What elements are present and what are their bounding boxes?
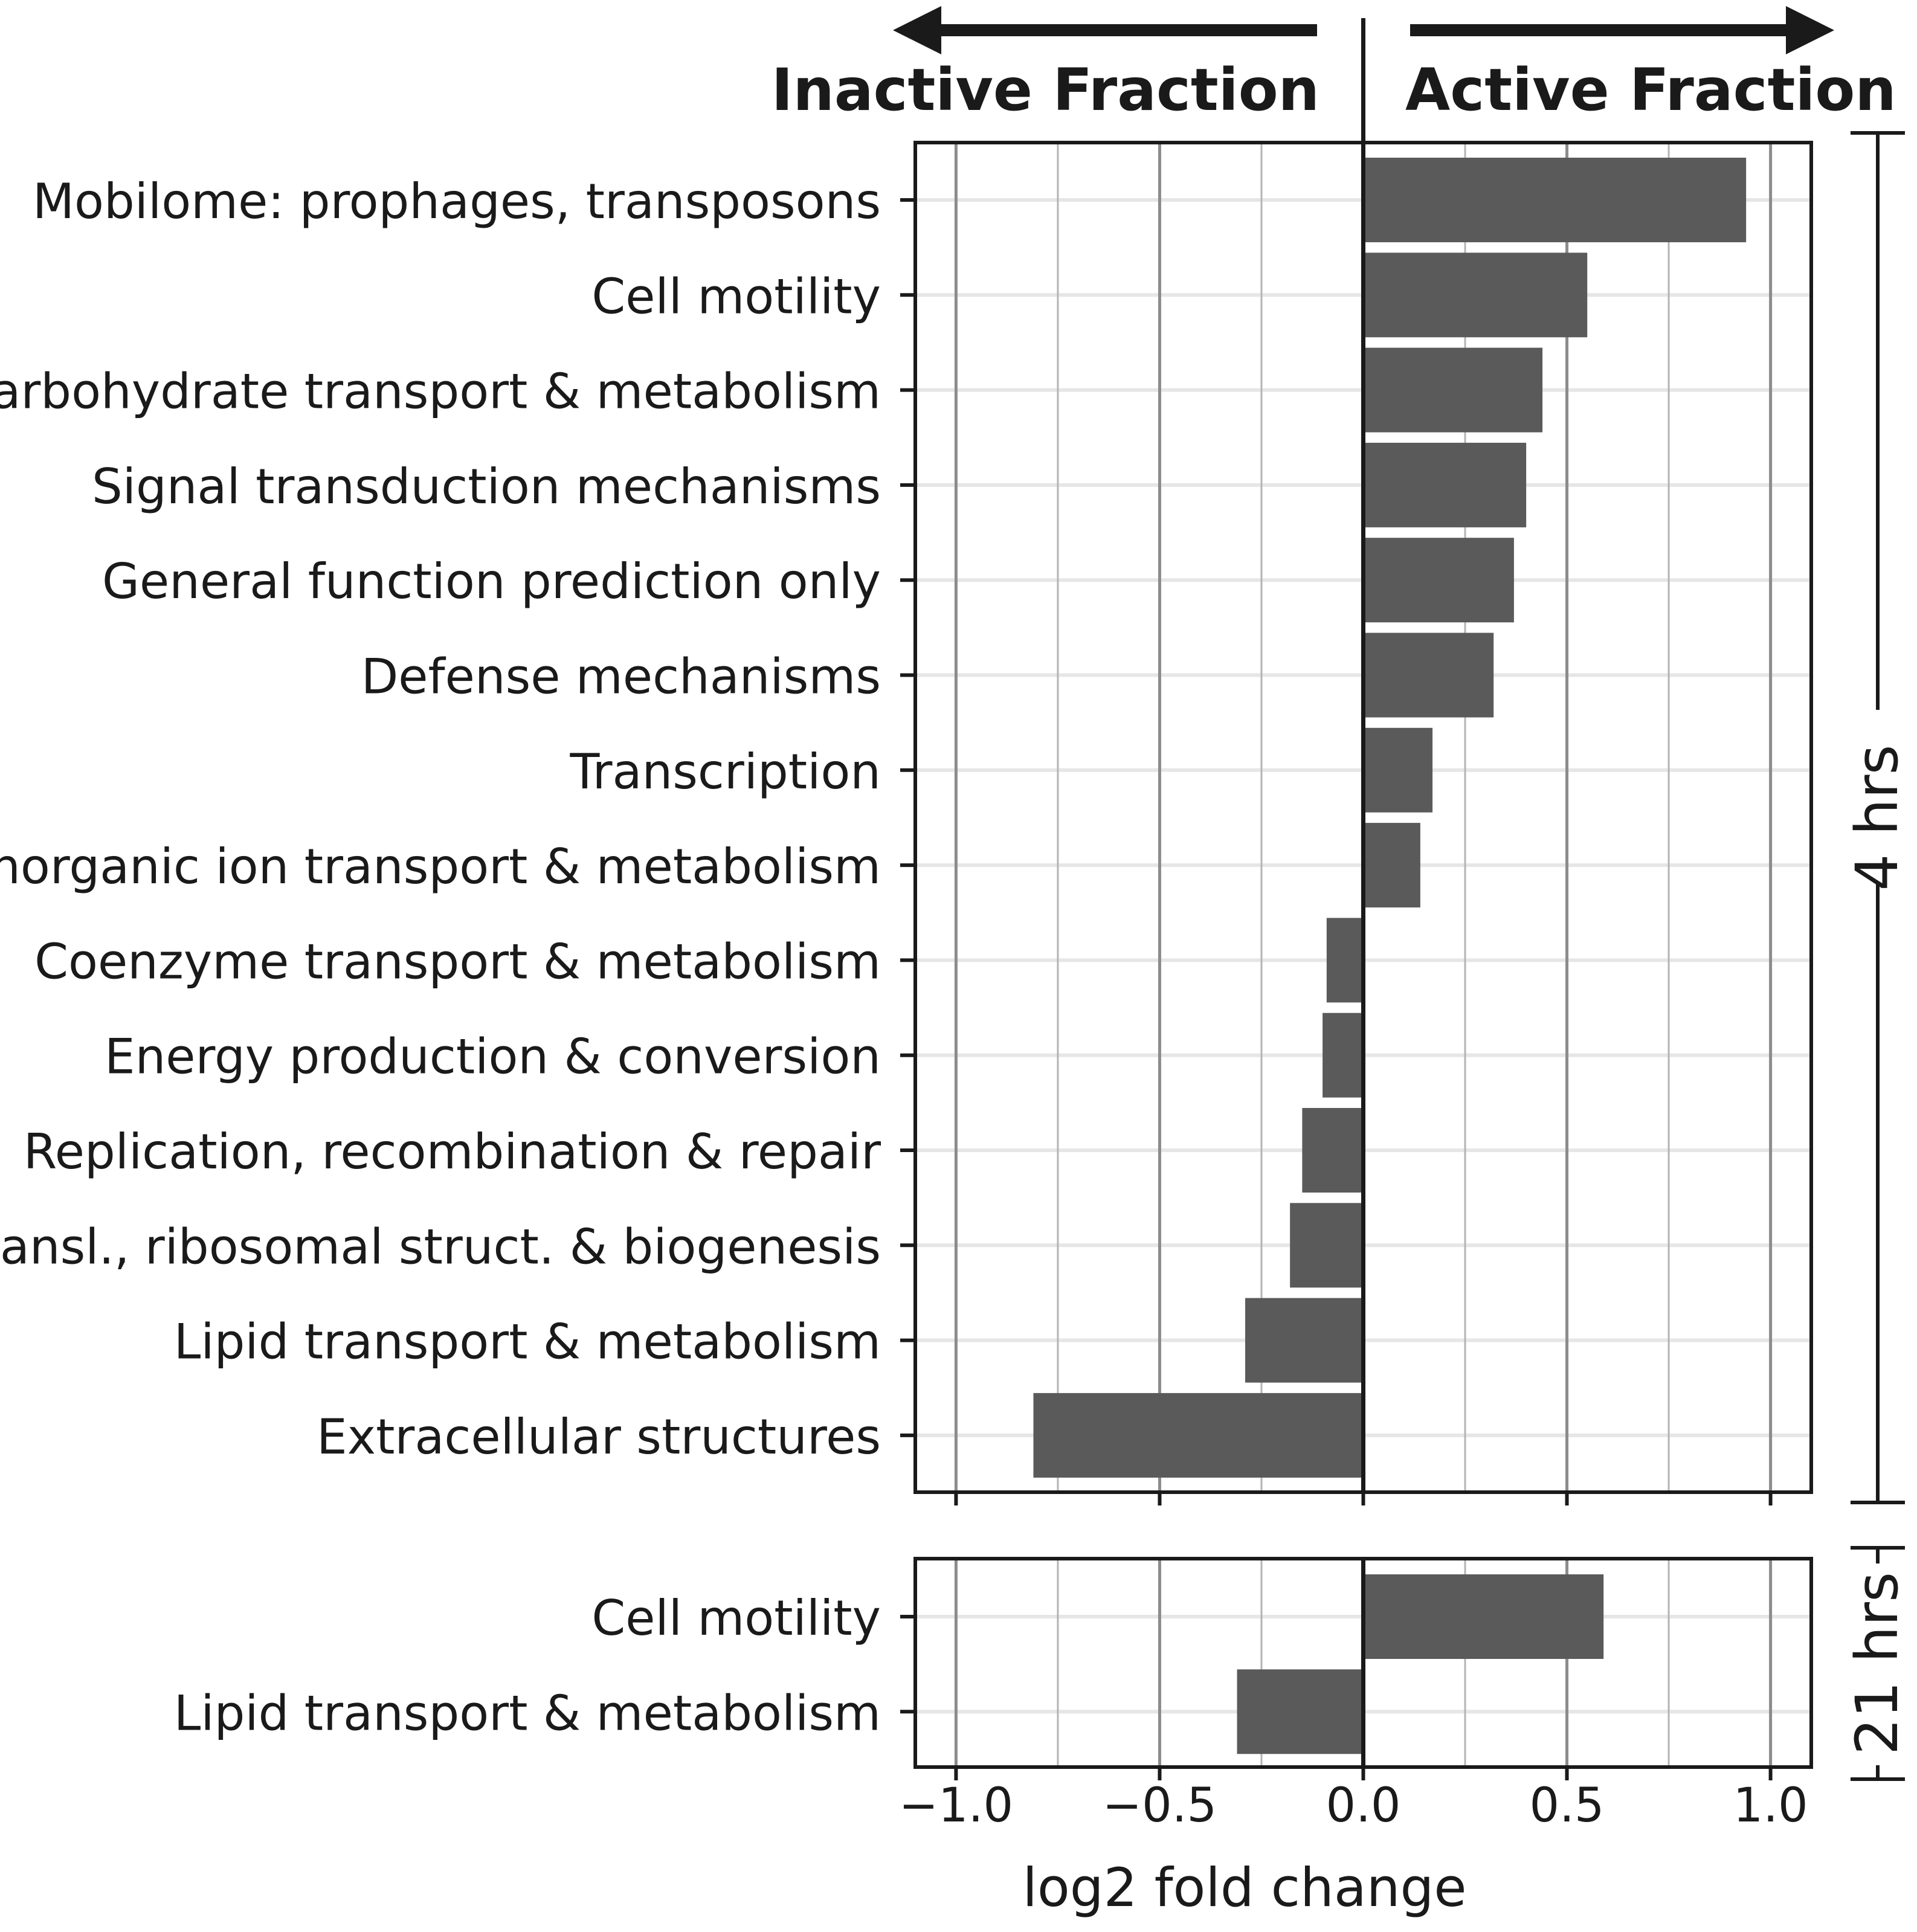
panel-1-bar <box>1363 823 1420 908</box>
panel-2-time-label: 21 hrs <box>1843 1572 1911 1755</box>
panel-1-category-label: Replication, recombination & repair <box>24 1124 881 1180</box>
panel-1-category-label: Signal transduction mechanisms <box>92 459 881 515</box>
panel-1-bar <box>1033 1393 1364 1478</box>
panel-1-category-label: General function prediction only <box>102 553 881 610</box>
panel-1-category-label: Energy production & conversion <box>105 1029 881 1085</box>
panel-1-bar <box>1363 538 1514 623</box>
panel-1-category-label: Transl., ribosomal struct. & biogenesis <box>0 1219 881 1275</box>
x-tick-label: 1.0 <box>1733 1779 1808 1833</box>
panel-1-bar <box>1363 253 1588 338</box>
panel-1-category-label: Cell motility <box>591 268 881 324</box>
x-tick-label: −0.5 <box>1103 1779 1217 1833</box>
panel-1-category-label: Extracellular structures <box>317 1409 881 1465</box>
frame-layer <box>893 6 1905 1781</box>
text-layer: Inactive Fraction Active Fraction log2 f… <box>0 56 1911 1919</box>
panel-1-category-label: Defense mechanisms <box>361 649 881 705</box>
panel-2-category-label: Lipid transport & metabolism <box>174 1685 881 1741</box>
panel-2-category-label: Cell motility <box>591 1590 881 1646</box>
panel-1-category-label: Transcription <box>569 744 881 800</box>
panel-1-category-label: Inorganic ion transport & metabolism <box>0 839 881 895</box>
panel-1-category-label: Mobilome: prophages, transposons <box>33 173 881 230</box>
bars-layer <box>1033 158 1747 1754</box>
panel-1-bar <box>1363 633 1494 718</box>
panel-2-bar <box>1363 1574 1604 1659</box>
inactive-fraction-label: Inactive Fraction <box>772 56 1319 124</box>
panel-1-bar <box>1326 918 1364 1003</box>
panel-1-bar <box>1363 158 1747 242</box>
panel-1-bar <box>1323 1013 1364 1098</box>
panel-1-bar <box>1290 1203 1364 1288</box>
panel-1-category-label: Carbohydrate transport & metabolism <box>0 364 881 420</box>
active-fraction-label: Active Fraction <box>1405 56 1896 124</box>
panel-1-bar <box>1245 1298 1364 1383</box>
panel-1-bar <box>1302 1108 1364 1193</box>
panel-1-category-label: Coenzyme transport & metabolism <box>34 933 881 990</box>
panel-1-category-label: Lipid transport & metabolism <box>174 1314 881 1370</box>
panel-2-bar <box>1237 1669 1364 1754</box>
x-tick-label: 0.0 <box>1326 1779 1400 1833</box>
panel-1-time-label: 4 hrs <box>1843 745 1911 891</box>
panel-1-bar <box>1363 347 1543 433</box>
panel-1-bar <box>1363 727 1433 813</box>
x-tick-label: −1.0 <box>899 1779 1013 1833</box>
panel-1-bar <box>1363 442 1527 527</box>
x-axis-title: log2 fold change <box>1022 1856 1466 1919</box>
x-tick-label: 0.5 <box>1530 1779 1605 1833</box>
